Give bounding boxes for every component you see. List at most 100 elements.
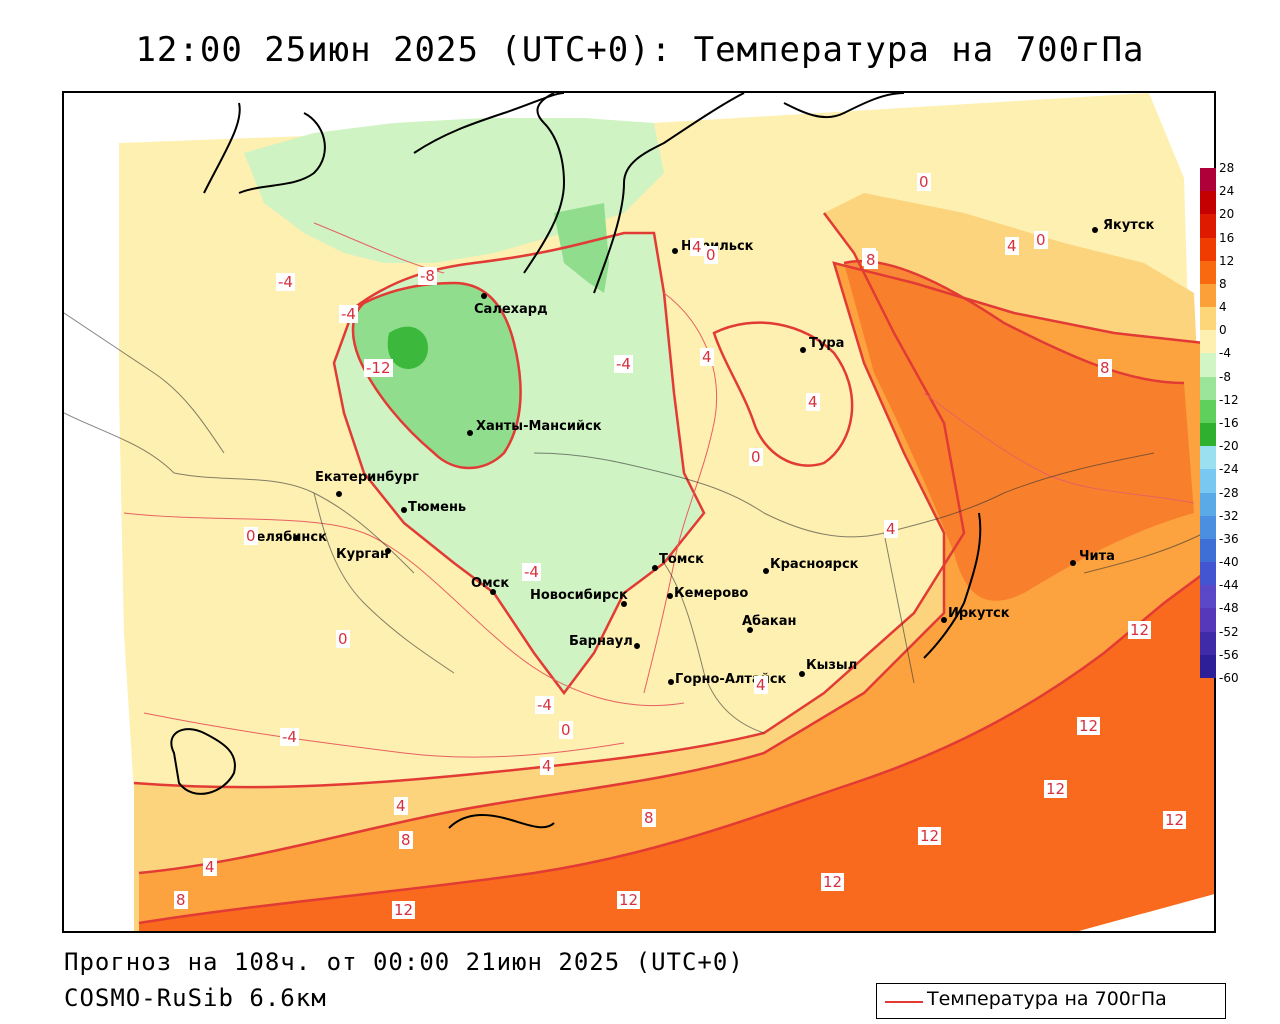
city-marker — [481, 293, 487, 299]
isotherm-value-label: 4 — [394, 797, 408, 815]
city-marker — [1070, 560, 1076, 566]
city-label: Тюмень — [408, 500, 467, 515]
admin-borders — [64, 312, 1205, 734]
city-marker — [800, 347, 806, 353]
map-area[interactable]: ЯкутскНорильскСалехардТураХанты-Мансийск… — [62, 91, 1216, 933]
colorbar-tick-label: -32 — [1219, 508, 1239, 523]
forecast-info: Прогноз на 108ч. от 00:00 21июн 2025 (UT… — [64, 948, 744, 976]
colorbar-tick-label: -12 — [1219, 392, 1239, 407]
colorbar-tick-label: -20 — [1219, 439, 1239, 454]
colorbar-cell — [1200, 260, 1216, 285]
colorbar-tick-label: 0 — [1219, 323, 1227, 338]
colorbar-tick-label: -40 — [1219, 555, 1239, 570]
colorbar-tick-label: 20 — [1219, 207, 1235, 222]
isotherm-value-label: 0 — [1034, 231, 1048, 249]
city-marker — [747, 627, 753, 633]
zone-minus8-minus12 — [352, 283, 521, 468]
colorbar-cell — [1200, 191, 1216, 215]
isotherm-value-label: 0 — [336, 630, 350, 648]
city-label: Екатеринбург — [315, 470, 419, 485]
colorbar-tick-label: -56 — [1219, 647, 1239, 662]
isotherm-value-label: -4 — [535, 696, 554, 714]
city-marker — [799, 671, 805, 677]
city-label: Абакан — [742, 614, 797, 629]
city-marker — [621, 601, 627, 607]
isotherm-value-label: 12 — [1044, 780, 1068, 798]
city-label: Якутск — [1103, 218, 1155, 233]
colorbar-tick-label: 12 — [1219, 253, 1235, 268]
colorbar-cell — [1200, 307, 1216, 331]
isotherm-value-label: 8 — [174, 891, 188, 909]
city-label: Томск — [659, 552, 704, 567]
city-marker — [668, 679, 674, 685]
city-label: Чита — [1079, 549, 1115, 564]
isotherm-value-label: -4 — [280, 728, 299, 746]
isotherm-value-label: 0 — [704, 246, 718, 264]
isotherm-value-label: 4 — [806, 393, 820, 411]
city-label: Барнаул — [569, 634, 633, 649]
temperature-map — [64, 93, 1214, 931]
city-label: Иркутск — [948, 606, 1010, 621]
city-label: Красноярск — [770, 557, 859, 572]
colorbar-cell — [1200, 608, 1216, 633]
isotherm-value-label: 8 — [642, 809, 656, 827]
colorbar-cell — [1200, 168, 1216, 192]
colorbar — [1200, 168, 1216, 679]
city-marker — [1092, 227, 1098, 233]
isotherm-value-label: 0 — [917, 173, 931, 191]
city-label: Новосибирск — [530, 588, 628, 603]
isotherm-value-label: 4 — [1005, 237, 1019, 255]
colorbar-cell — [1200, 214, 1216, 239]
city-marker — [763, 568, 769, 574]
isotherm-value-label: 8 — [399, 831, 413, 849]
legend: Температура на 700гПа — [876, 983, 1226, 1019]
city-marker — [336, 491, 342, 497]
city-label: Тура — [809, 336, 845, 351]
isotherm-value-label: 0 — [559, 721, 573, 739]
colorbar-cell — [1200, 399, 1216, 424]
colorbar-tick-label: -44 — [1219, 578, 1239, 593]
city-marker — [385, 548, 391, 554]
colorbar-cell — [1200, 492, 1216, 517]
isotherm-value-label: 4 — [540, 757, 554, 775]
coastlines — [170, 93, 982, 829]
city-marker — [667, 593, 673, 599]
zone-minus12-minus16 — [387, 326, 429, 369]
colorbar-tick-label: 24 — [1219, 184, 1235, 199]
isotherm-value-label: 12 — [617, 891, 641, 909]
isotherm-value-label: -4 — [522, 563, 541, 581]
isotherm-value-label: 12 — [1077, 717, 1101, 735]
city-marker — [490, 589, 496, 595]
city-label: Курган — [336, 547, 389, 562]
colorbar-cell — [1200, 469, 1216, 494]
isotherm-value-label: 8 — [864, 251, 878, 269]
city-label: Ханты-Мансийск — [476, 419, 602, 434]
city-label: Кемерово — [674, 586, 749, 601]
isotherm-value-label: 4 — [700, 348, 714, 366]
isotherm-value-label: 0 — [749, 448, 763, 466]
isotherm-value-label: 12 — [1163, 811, 1187, 829]
colorbar-tick-label: 28 — [1219, 161, 1235, 175]
city-marker — [634, 643, 640, 649]
colorbar-cell — [1200, 585, 1216, 609]
colorbar-cell — [1200, 353, 1216, 378]
isotherm-value-label: -4 — [339, 305, 358, 323]
city-label: Челябинск — [246, 530, 327, 545]
colorbar-tick-label: 16 — [1219, 230, 1235, 245]
isotherm-thin-lines — [123, 222, 1195, 758]
city-marker — [652, 565, 658, 571]
city-label: Кызыл — [806, 658, 858, 673]
colorbar-cell — [1200, 562, 1216, 586]
city-marker — [293, 535, 299, 541]
isotherm-value-label: -12 — [364, 359, 393, 377]
colorbar-cell — [1200, 515, 1216, 540]
colorbar-tick-label: -60 — [1219, 671, 1239, 685]
isotherm-value-label: 12 — [821, 873, 845, 891]
isotherm-value-label: 12 — [1128, 621, 1152, 639]
colorbar-cell — [1200, 538, 1216, 563]
colorbar-tick-label: 8 — [1219, 276, 1227, 291]
colorbar-tick-label: 4 — [1219, 300, 1227, 315]
legend-line-swatch — [885, 1001, 923, 1003]
city-marker — [467, 430, 473, 436]
city-label: Горно-Алтайск — [675, 672, 787, 687]
